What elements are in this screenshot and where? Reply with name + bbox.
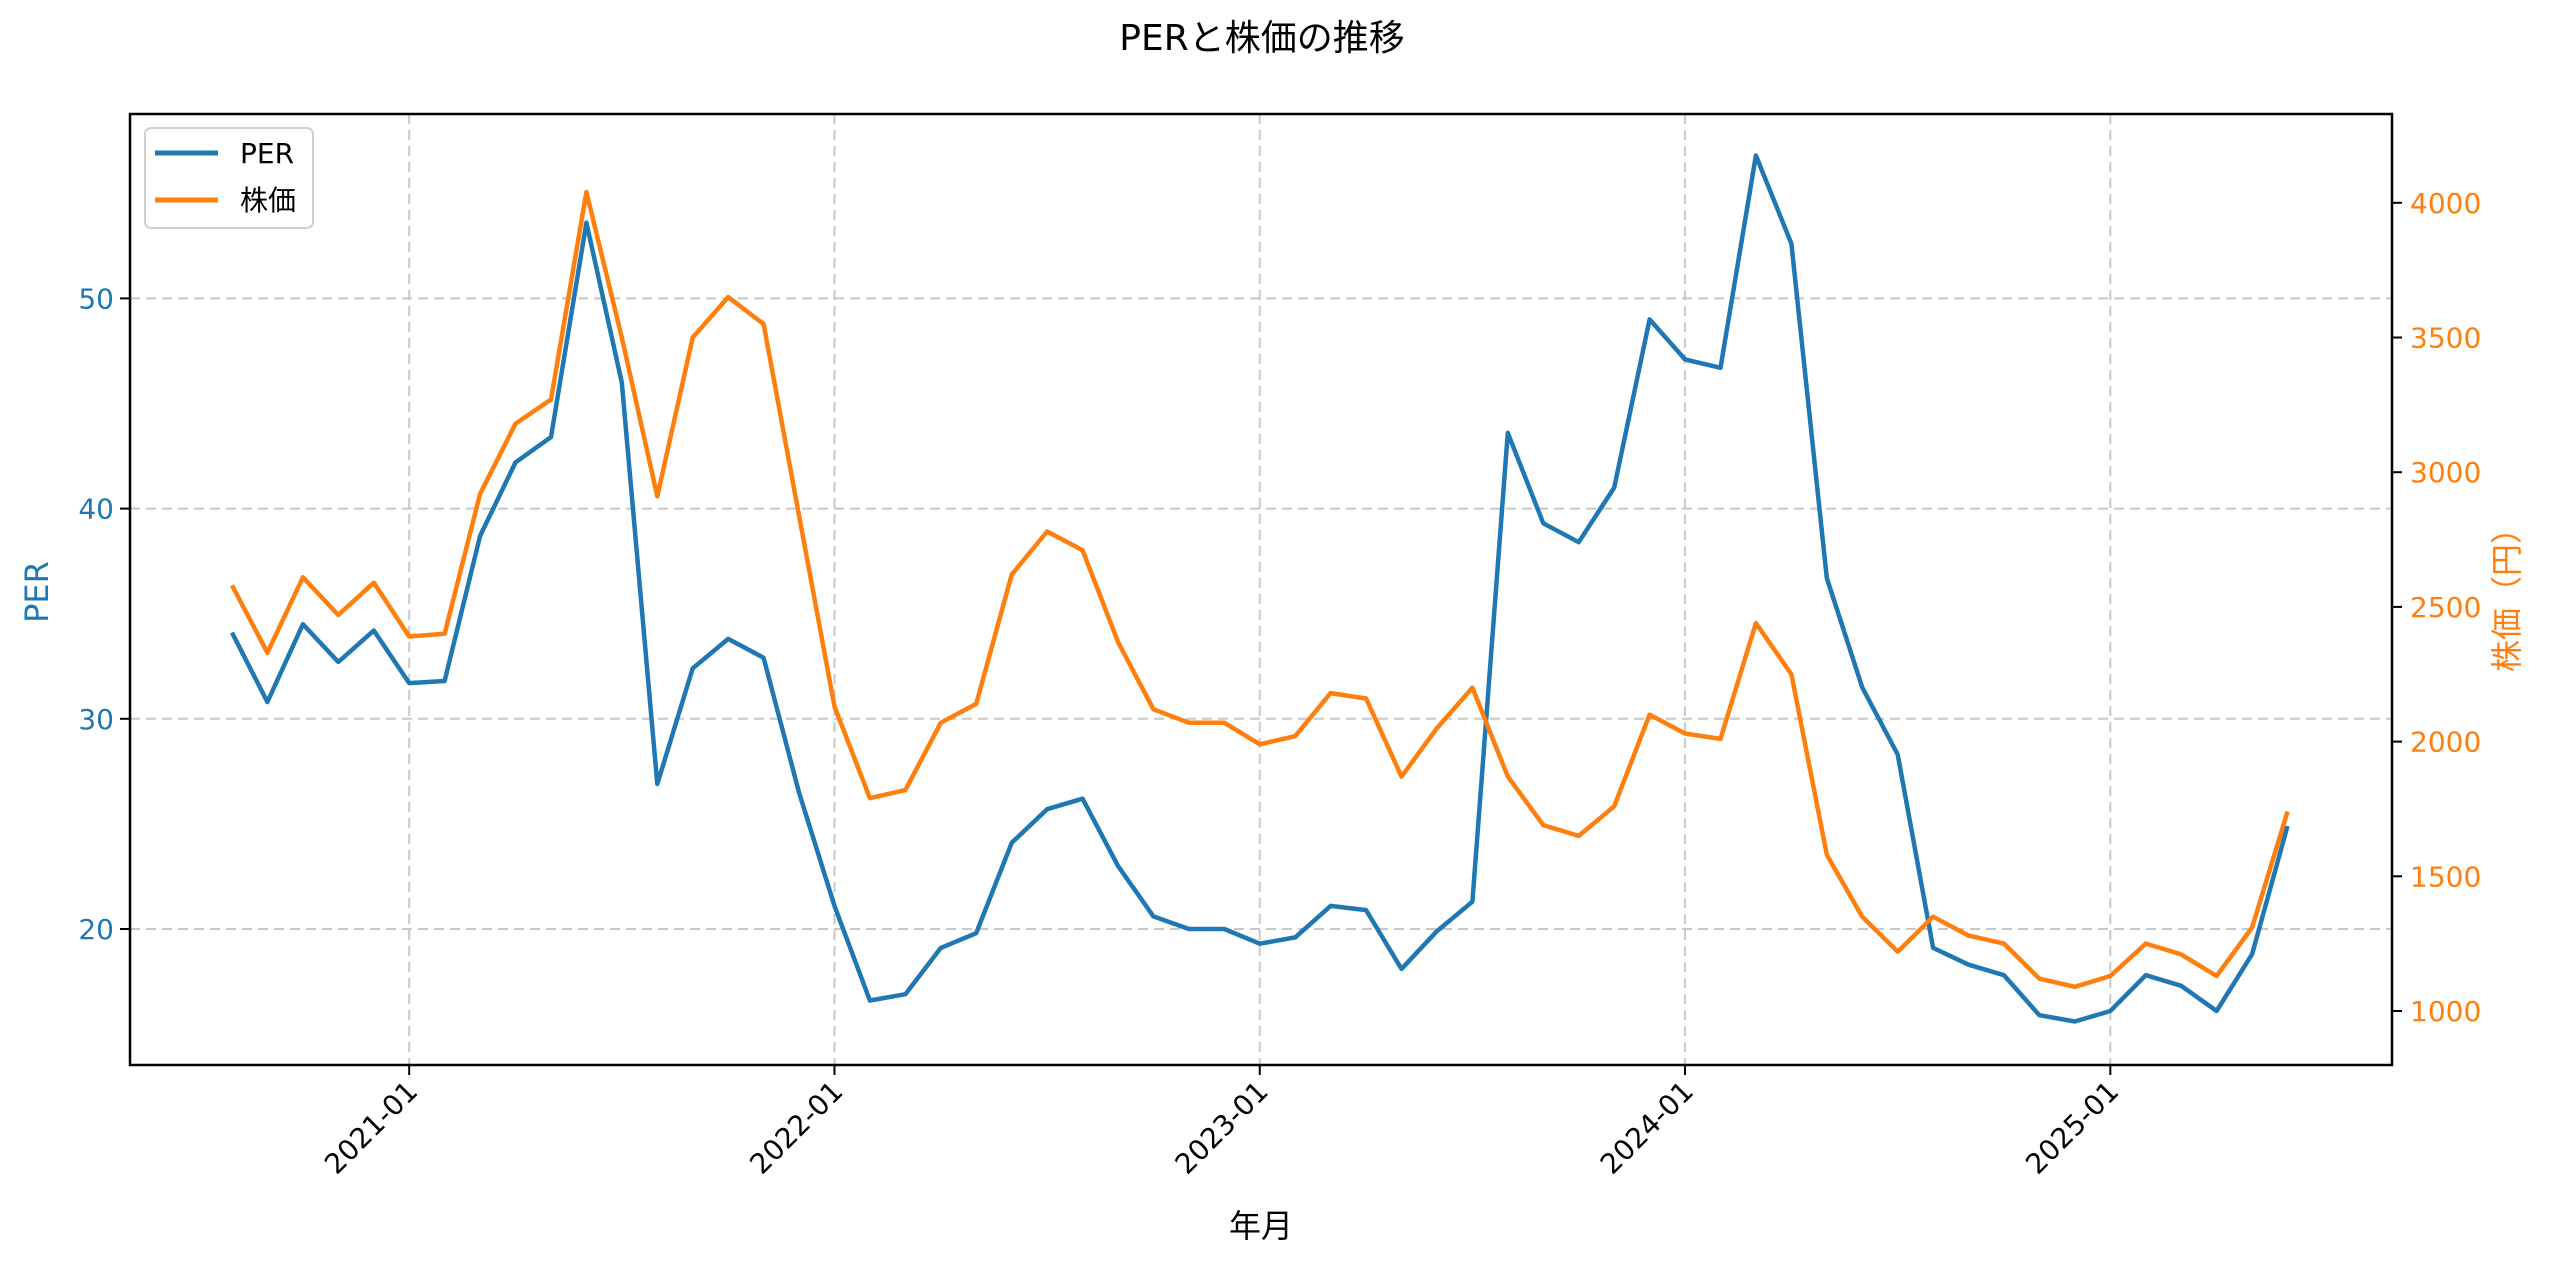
- legend: PER 株価: [144, 127, 314, 229]
- right-tick-label: 1000: [2410, 995, 2481, 1028]
- plot-frame: [128, 112, 2394, 1067]
- left-tick-label: 50: [78, 282, 114, 315]
- right-tick-label: 1500: [2410, 860, 2481, 893]
- left-tick-label: 20: [78, 913, 114, 946]
- y-axis-label-left: PER: [18, 561, 56, 623]
- left-tick-label: 30: [78, 703, 114, 736]
- right-tick-label: 3500: [2410, 322, 2481, 355]
- right-tick-label: 4000: [2410, 187, 2481, 220]
- legend-label-price: 株価: [240, 184, 296, 217]
- right-tick-label: 2000: [2410, 726, 2481, 759]
- left-axis-ticks: 20 30 40 50: [78, 282, 130, 946]
- left-tick-label: 40: [78, 493, 114, 526]
- x-axis-label: 年月: [1229, 1207, 1293, 1245]
- x-tick-label: 2025-01: [2019, 1075, 2125, 1181]
- x-axis-ticks: 2021-01 2022-01 2023-01 2024-01 2025-01: [318, 1065, 2125, 1181]
- right-tick-label: 3000: [2410, 456, 2481, 489]
- y-axis-label-right: 株価（円）: [2488, 512, 2526, 672]
- x-tick-label: 2021-01: [318, 1075, 424, 1181]
- legend-label-per: PER: [240, 137, 294, 170]
- line-price: [230, 189, 2290, 990]
- line-per: [229, 153, 2290, 1024]
- right-axis-ticks: 1000 1500 2000 2500 3000 3500 4000: [2392, 187, 2481, 1028]
- x-tick-label: 2023-01: [1169, 1075, 1275, 1181]
- chart-title: PERと株価の推移: [1119, 18, 1404, 59]
- plot-lines: [229, 153, 2290, 1024]
- x-tick-label: 2024-01: [1594, 1075, 1700, 1181]
- right-tick-label: 2500: [2410, 591, 2481, 624]
- x-tick-label: 2022-01: [743, 1075, 849, 1181]
